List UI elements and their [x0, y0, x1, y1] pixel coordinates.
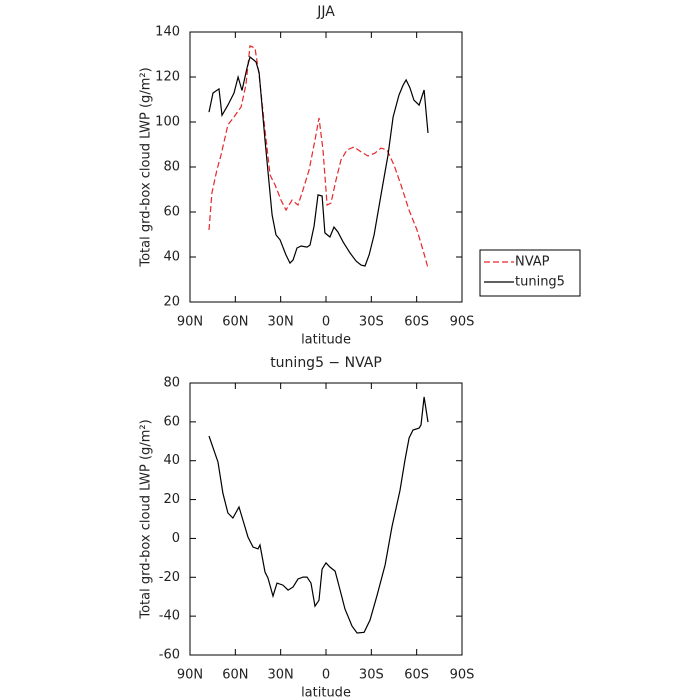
- x-tick-label: 30N: [268, 668, 294, 683]
- y-tick-label: 0: [172, 531, 180, 546]
- legend-label: tuning5: [515, 275, 565, 290]
- y-tick-label: -40: [159, 609, 180, 624]
- x-tick-label: 60S: [404, 315, 429, 330]
- chart-title: JJA: [316, 4, 335, 20]
- data-line: [208, 55, 429, 267]
- y-tick-label: 120: [155, 70, 180, 85]
- x-tick-label: 90S: [450, 315, 475, 330]
- x-tick-label: 90N: [177, 315, 203, 330]
- x-tick-label: 60N: [222, 668, 248, 683]
- plot-frame: [189, 31, 463, 303]
- x-tick-label: 0: [322, 668, 330, 683]
- y-tick-label: 20: [163, 492, 180, 507]
- x-tick-label: 30S: [359, 315, 384, 330]
- chart: JJA 20 40 60 80 100 120 140 90N 60N 30N 0 30S 60S 90S l…: [139, 4, 581, 348]
- y-tick-label: -20: [159, 570, 180, 585]
- y-tick-label: 140: [155, 25, 180, 40]
- x-tick-label: 0: [322, 315, 330, 330]
- y-tick-label: 80: [163, 160, 180, 175]
- data-line: [208, 396, 429, 634]
- y-tick-label: 80: [163, 376, 180, 391]
- y-tick-label: 40: [163, 453, 180, 468]
- y-tick-label: 100: [155, 115, 180, 130]
- x-tick-label: 30S: [359, 668, 384, 683]
- y-axis-label: Total grd-box cloud LWP (g/m²): [139, 67, 154, 267]
- x-tick-label: 90S: [450, 668, 475, 683]
- y-tick-label: 20: [163, 295, 180, 310]
- x-axis-label: latitude: [301, 686, 351, 700]
- legend-box: [479, 249, 581, 297]
- chart: tuning5 − NVAP -60 -40 -20 0 20 40 60 80 90N 60N 30…: [139, 355, 475, 700]
- legend: NVAP tuning5: [479, 249, 581, 297]
- chart-title: tuning5 − NVAP: [270, 355, 382, 371]
- legend-label: NVAP: [515, 255, 550, 270]
- x-tick-label: 30N: [268, 315, 294, 330]
- y-tick-label: 60: [163, 414, 180, 429]
- x-tick-label: 90N: [177, 668, 203, 683]
- x-tick-label: 60S: [404, 668, 429, 683]
- data-line: [208, 45, 429, 269]
- y-tick-label: 60: [163, 205, 180, 220]
- y-tick-label: 40: [163, 250, 180, 265]
- y-axis-label: Total grd-box cloud LWP (g/m²): [139, 419, 154, 619]
- x-tick-label: 60N: [222, 315, 248, 330]
- x-axis-label: latitude: [301, 333, 351, 348]
- y-tick-label: -60: [159, 648, 180, 663]
